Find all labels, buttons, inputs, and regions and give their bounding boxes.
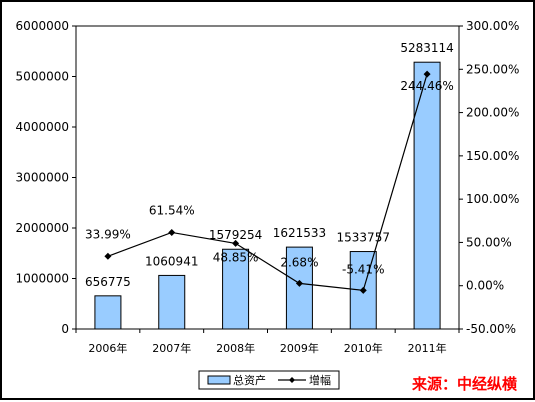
line-data-label: 244.46% bbox=[400, 79, 453, 93]
y-left-tick-label: 2000000 bbox=[16, 221, 69, 235]
line-marker bbox=[104, 252, 112, 260]
y-right-tick-label: 250.00% bbox=[466, 62, 519, 76]
line-data-label: 33.99% bbox=[85, 227, 131, 241]
y-left-ticks: 0 1000000 2000000 3000000 4000000 5000000 6000… bbox=[16, 19, 76, 336]
y-right-tick-label: -50.00% bbox=[466, 322, 516, 336]
x-tick-label: 2007年 bbox=[152, 341, 191, 355]
bar bbox=[285, 246, 313, 330]
y-right-tick-label: 200.00% bbox=[466, 106, 519, 120]
line-path bbox=[107, 73, 428, 292]
x-tick-label: 2008年 bbox=[216, 341, 255, 355]
x-ticks: 2006年 2007年 2008年 2009年 2010年 2011年 bbox=[75, 329, 460, 355]
bar bbox=[94, 295, 122, 330]
x-tick-label: 2010年 bbox=[344, 341, 383, 355]
combo-chart: 0 1000000 2000000 3000000 4000000 5000000 6000… bbox=[16, 19, 520, 393]
bar-data-labels: 656775 1060941 1579254 1621533 1533757 528311… bbox=[85, 41, 454, 289]
y-right-tick-label: 0.00% bbox=[466, 279, 504, 293]
legend-diamond-marker bbox=[289, 377, 295, 383]
bar bbox=[413, 61, 441, 330]
line-data-label: 48.85% bbox=[213, 250, 259, 264]
bar-data-label: 5283114 bbox=[400, 41, 453, 55]
y-left-tick-label: 6000000 bbox=[16, 19, 69, 33]
legend-line-label: 增幅 bbox=[309, 373, 331, 387]
bar bbox=[158, 274, 186, 330]
line-marker bbox=[423, 70, 431, 78]
x-tick-label: 2009年 bbox=[280, 341, 319, 355]
bar-data-label: 656775 bbox=[85, 275, 131, 289]
line-marker bbox=[359, 286, 367, 294]
y-left-tick-label: 4000000 bbox=[16, 120, 69, 134]
line-marker bbox=[232, 239, 240, 247]
line-series bbox=[104, 70, 431, 294]
bar-data-label: 1579254 bbox=[209, 228, 262, 242]
legend-bar-label: 总资产 bbox=[233, 373, 266, 387]
plot-area bbox=[75, 25, 460, 330]
y-left-tick-label: 0 bbox=[61, 322, 69, 336]
line-marker bbox=[295, 279, 303, 287]
y-right-tick-label: 300.00% bbox=[466, 19, 519, 33]
bar bbox=[222, 248, 250, 330]
bar-series bbox=[94, 61, 441, 330]
y-left-tick-label: 1000000 bbox=[16, 272, 69, 286]
line-marker bbox=[168, 228, 176, 236]
line-data-label: -5.41% bbox=[342, 262, 384, 276]
y-left-tick-label: 5000000 bbox=[16, 70, 69, 84]
line-data-label: 2.68% bbox=[280, 255, 318, 269]
x-tick-label: 2006年 bbox=[88, 341, 127, 355]
bar-data-label: 1533757 bbox=[337, 231, 390, 245]
legend: 总资产 增幅 bbox=[198, 370, 340, 390]
legend-box bbox=[198, 370, 340, 390]
y-right-tick-label: 50.00% bbox=[466, 235, 512, 249]
bar-data-label: 1060941 bbox=[145, 254, 198, 268]
line-data-label: 61.54% bbox=[149, 203, 195, 217]
line-data-labels: 33.99% 61.54% 48.85% 2.68% -5.41% 244.46% bbox=[85, 79, 454, 276]
source-label: 来源：中经纵横 bbox=[411, 375, 518, 393]
y-right-tick-label: 150.00% bbox=[466, 149, 519, 163]
x-tick-label: 2011年 bbox=[408, 341, 447, 355]
y-right-ticks: -50.00% 0.00% 50.00% 100.00% 150.00% 200.00% 2… bbox=[459, 19, 519, 336]
legend-bar-swatch bbox=[207, 375, 231, 385]
y-right-tick-label: 100.00% bbox=[466, 192, 519, 206]
bar-data-label: 1621533 bbox=[273, 226, 326, 240]
y-left-tick-label: 3000000 bbox=[16, 171, 69, 185]
